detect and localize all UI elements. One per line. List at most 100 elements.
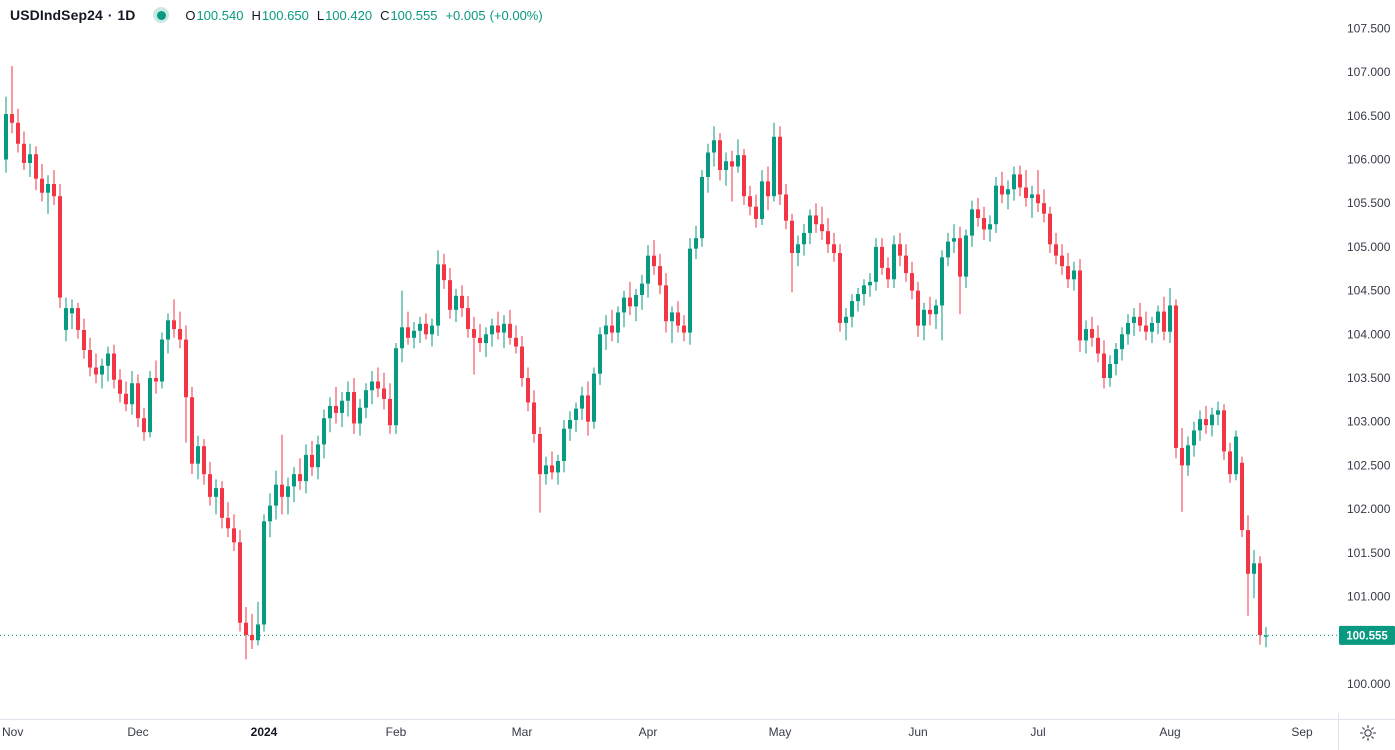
candle bbox=[658, 266, 662, 286]
candle bbox=[1126, 322, 1130, 335]
candle bbox=[526, 378, 530, 403]
price-axis-label: 102.000 bbox=[1347, 502, 1391, 516]
candle bbox=[766, 181, 770, 197]
candle bbox=[148, 378, 152, 433]
candle bbox=[622, 297, 626, 313]
candle bbox=[514, 337, 518, 347]
price-axis-label: 104.500 bbox=[1347, 284, 1391, 298]
candle bbox=[1234, 436, 1238, 475]
low-value: 100.420 bbox=[325, 7, 373, 23]
candle bbox=[454, 295, 458, 310]
candle bbox=[706, 152, 710, 177]
time-axis[interactable]: Nov Dec 2024 Feb Mar Apr May Jun Jul Aug Sep bbox=[2, 725, 1313, 739]
candle bbox=[958, 238, 962, 277]
candle bbox=[916, 290, 920, 326]
candle bbox=[178, 329, 182, 340]
candle bbox=[208, 474, 212, 497]
candle bbox=[202, 446, 206, 475]
candle bbox=[808, 215, 812, 233]
candle bbox=[688, 248, 692, 333]
candle bbox=[730, 161, 734, 167]
candle bbox=[592, 373, 596, 422]
close-label: C bbox=[380, 7, 390, 23]
candle bbox=[1192, 430, 1196, 446]
candle bbox=[940, 257, 944, 306]
candle bbox=[790, 220, 794, 254]
candle bbox=[1138, 316, 1142, 326]
price-axis[interactable]: 107.500 107.000 106.500 106.000 105.500 105.0… bbox=[1347, 21, 1391, 691]
candle bbox=[316, 444, 320, 468]
candle bbox=[904, 255, 908, 274]
price-axis-label: 103.500 bbox=[1347, 371, 1391, 385]
candle bbox=[472, 329, 476, 338]
candle bbox=[814, 215, 818, 225]
candle bbox=[280, 484, 284, 497]
candle bbox=[724, 161, 728, 170]
symbol-name[interactable]: USDIndSep24 bbox=[10, 7, 103, 23]
candle bbox=[712, 140, 716, 153]
candle bbox=[412, 330, 416, 338]
candle bbox=[964, 235, 968, 277]
time-axis-month-label: Nov bbox=[2, 725, 23, 739]
candle bbox=[1054, 244, 1058, 256]
candle bbox=[544, 465, 548, 475]
candle bbox=[982, 218, 986, 230]
open-value: 100.540 bbox=[196, 7, 244, 23]
candle bbox=[946, 241, 950, 258]
interval-label[interactable]: 1D bbox=[117, 7, 136, 23]
candle bbox=[874, 246, 878, 282]
candle bbox=[292, 474, 296, 487]
candle bbox=[1222, 410, 1226, 452]
candle bbox=[1216, 410, 1220, 415]
candle bbox=[1114, 349, 1118, 365]
candle bbox=[1168, 305, 1172, 332]
candle bbox=[1186, 445, 1190, 466]
time-axis-month-label: Jul bbox=[1030, 725, 1045, 739]
price-axis-label: 100.000 bbox=[1347, 677, 1391, 691]
candle bbox=[238, 542, 242, 623]
candle bbox=[646, 255, 650, 284]
candle bbox=[436, 264, 440, 326]
candle bbox=[232, 528, 236, 543]
candle bbox=[448, 280, 452, 310]
candle bbox=[1084, 329, 1088, 341]
candle bbox=[304, 454, 308, 482]
candle bbox=[682, 325, 686, 333]
candle bbox=[670, 312, 674, 322]
candle bbox=[58, 196, 62, 298]
candle bbox=[802, 232, 806, 245]
time-axis-month-label: Dec bbox=[127, 725, 148, 739]
candle bbox=[796, 244, 800, 254]
candle bbox=[376, 381, 380, 389]
candles-layer bbox=[4, 65, 1268, 660]
candle bbox=[124, 393, 128, 405]
candle bbox=[76, 308, 80, 330]
candle bbox=[322, 418, 326, 445]
candle bbox=[1012, 174, 1016, 190]
candle bbox=[328, 405, 332, 419]
candle bbox=[538, 433, 542, 475]
candle bbox=[820, 224, 824, 232]
candle bbox=[898, 244, 902, 256]
candle bbox=[574, 408, 578, 420]
candle bbox=[16, 122, 20, 144]
candle bbox=[268, 505, 272, 522]
candle bbox=[1132, 316, 1136, 323]
candle bbox=[928, 309, 932, 315]
price-axis-label: 107.000 bbox=[1347, 65, 1391, 79]
time-axis-month-label: May bbox=[769, 725, 792, 739]
candle bbox=[256, 624, 260, 641]
theme-toggle-button[interactable] bbox=[1356, 721, 1380, 745]
candle bbox=[136, 383, 140, 419]
price-axis-label: 103.000 bbox=[1347, 415, 1391, 429]
candle bbox=[82, 329, 86, 351]
candle bbox=[562, 428, 566, 462]
candle bbox=[118, 379, 122, 394]
candle bbox=[664, 285, 668, 322]
market-status-icon[interactable] bbox=[153, 7, 170, 23]
symbol-legend: USDIndSep24 · 1D O 100.540 H 100.650 L 100.… bbox=[10, 7, 543, 23]
candle bbox=[970, 209, 974, 236]
candle bbox=[94, 367, 98, 375]
